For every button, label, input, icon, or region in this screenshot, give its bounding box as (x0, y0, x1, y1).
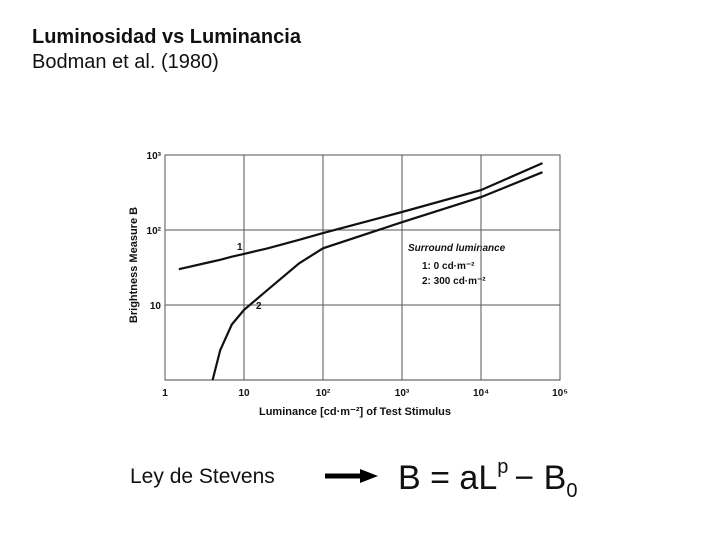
series-line (211, 171, 543, 381)
formula-minus: − B (514, 459, 566, 497)
formula-subscript: 0 (566, 480, 577, 502)
legend-title: Surround luminance (408, 243, 506, 254)
x-tick-label: 10³ (395, 388, 410, 399)
chart-title: Luminosidad vs Luminancia (32, 26, 302, 48)
x-tick-label: 10² (316, 388, 331, 399)
x-tick-label: 10 (238, 388, 250, 399)
series-line (178, 162, 543, 271)
x-axis-label: Luminance [cd·m⁻²] of Test Stimulus (259, 406, 451, 418)
arrow-head (360, 469, 378, 483)
curve-label: 1 (237, 242, 243, 253)
y-tick-label: 10² (147, 226, 162, 237)
x-tick-label: 1 (162, 388, 168, 399)
formula-exponent: p (497, 456, 508, 478)
x-tick-label: 10⁵ (552, 388, 568, 399)
y-tick-label: 10³ (147, 151, 162, 162)
formula: B = aLp − B0 (398, 456, 577, 502)
formula-main: B = aL (398, 459, 497, 497)
law-name: Ley de Stevens (130, 465, 275, 488)
y-tick-label: 10 (150, 301, 162, 312)
y-axis-label: Brightness Measure B (128, 207, 140, 323)
legend-entry: 2: 300 cd·m⁻² (422, 276, 486, 287)
legend-entry: 1: 0 cd·m⁻² (422, 261, 475, 272)
curve-label: 2 (256, 301, 262, 312)
chart-subtitle: Bodman et al. (1980) (32, 51, 219, 73)
x-tick-label: 10⁴ (473, 388, 489, 399)
